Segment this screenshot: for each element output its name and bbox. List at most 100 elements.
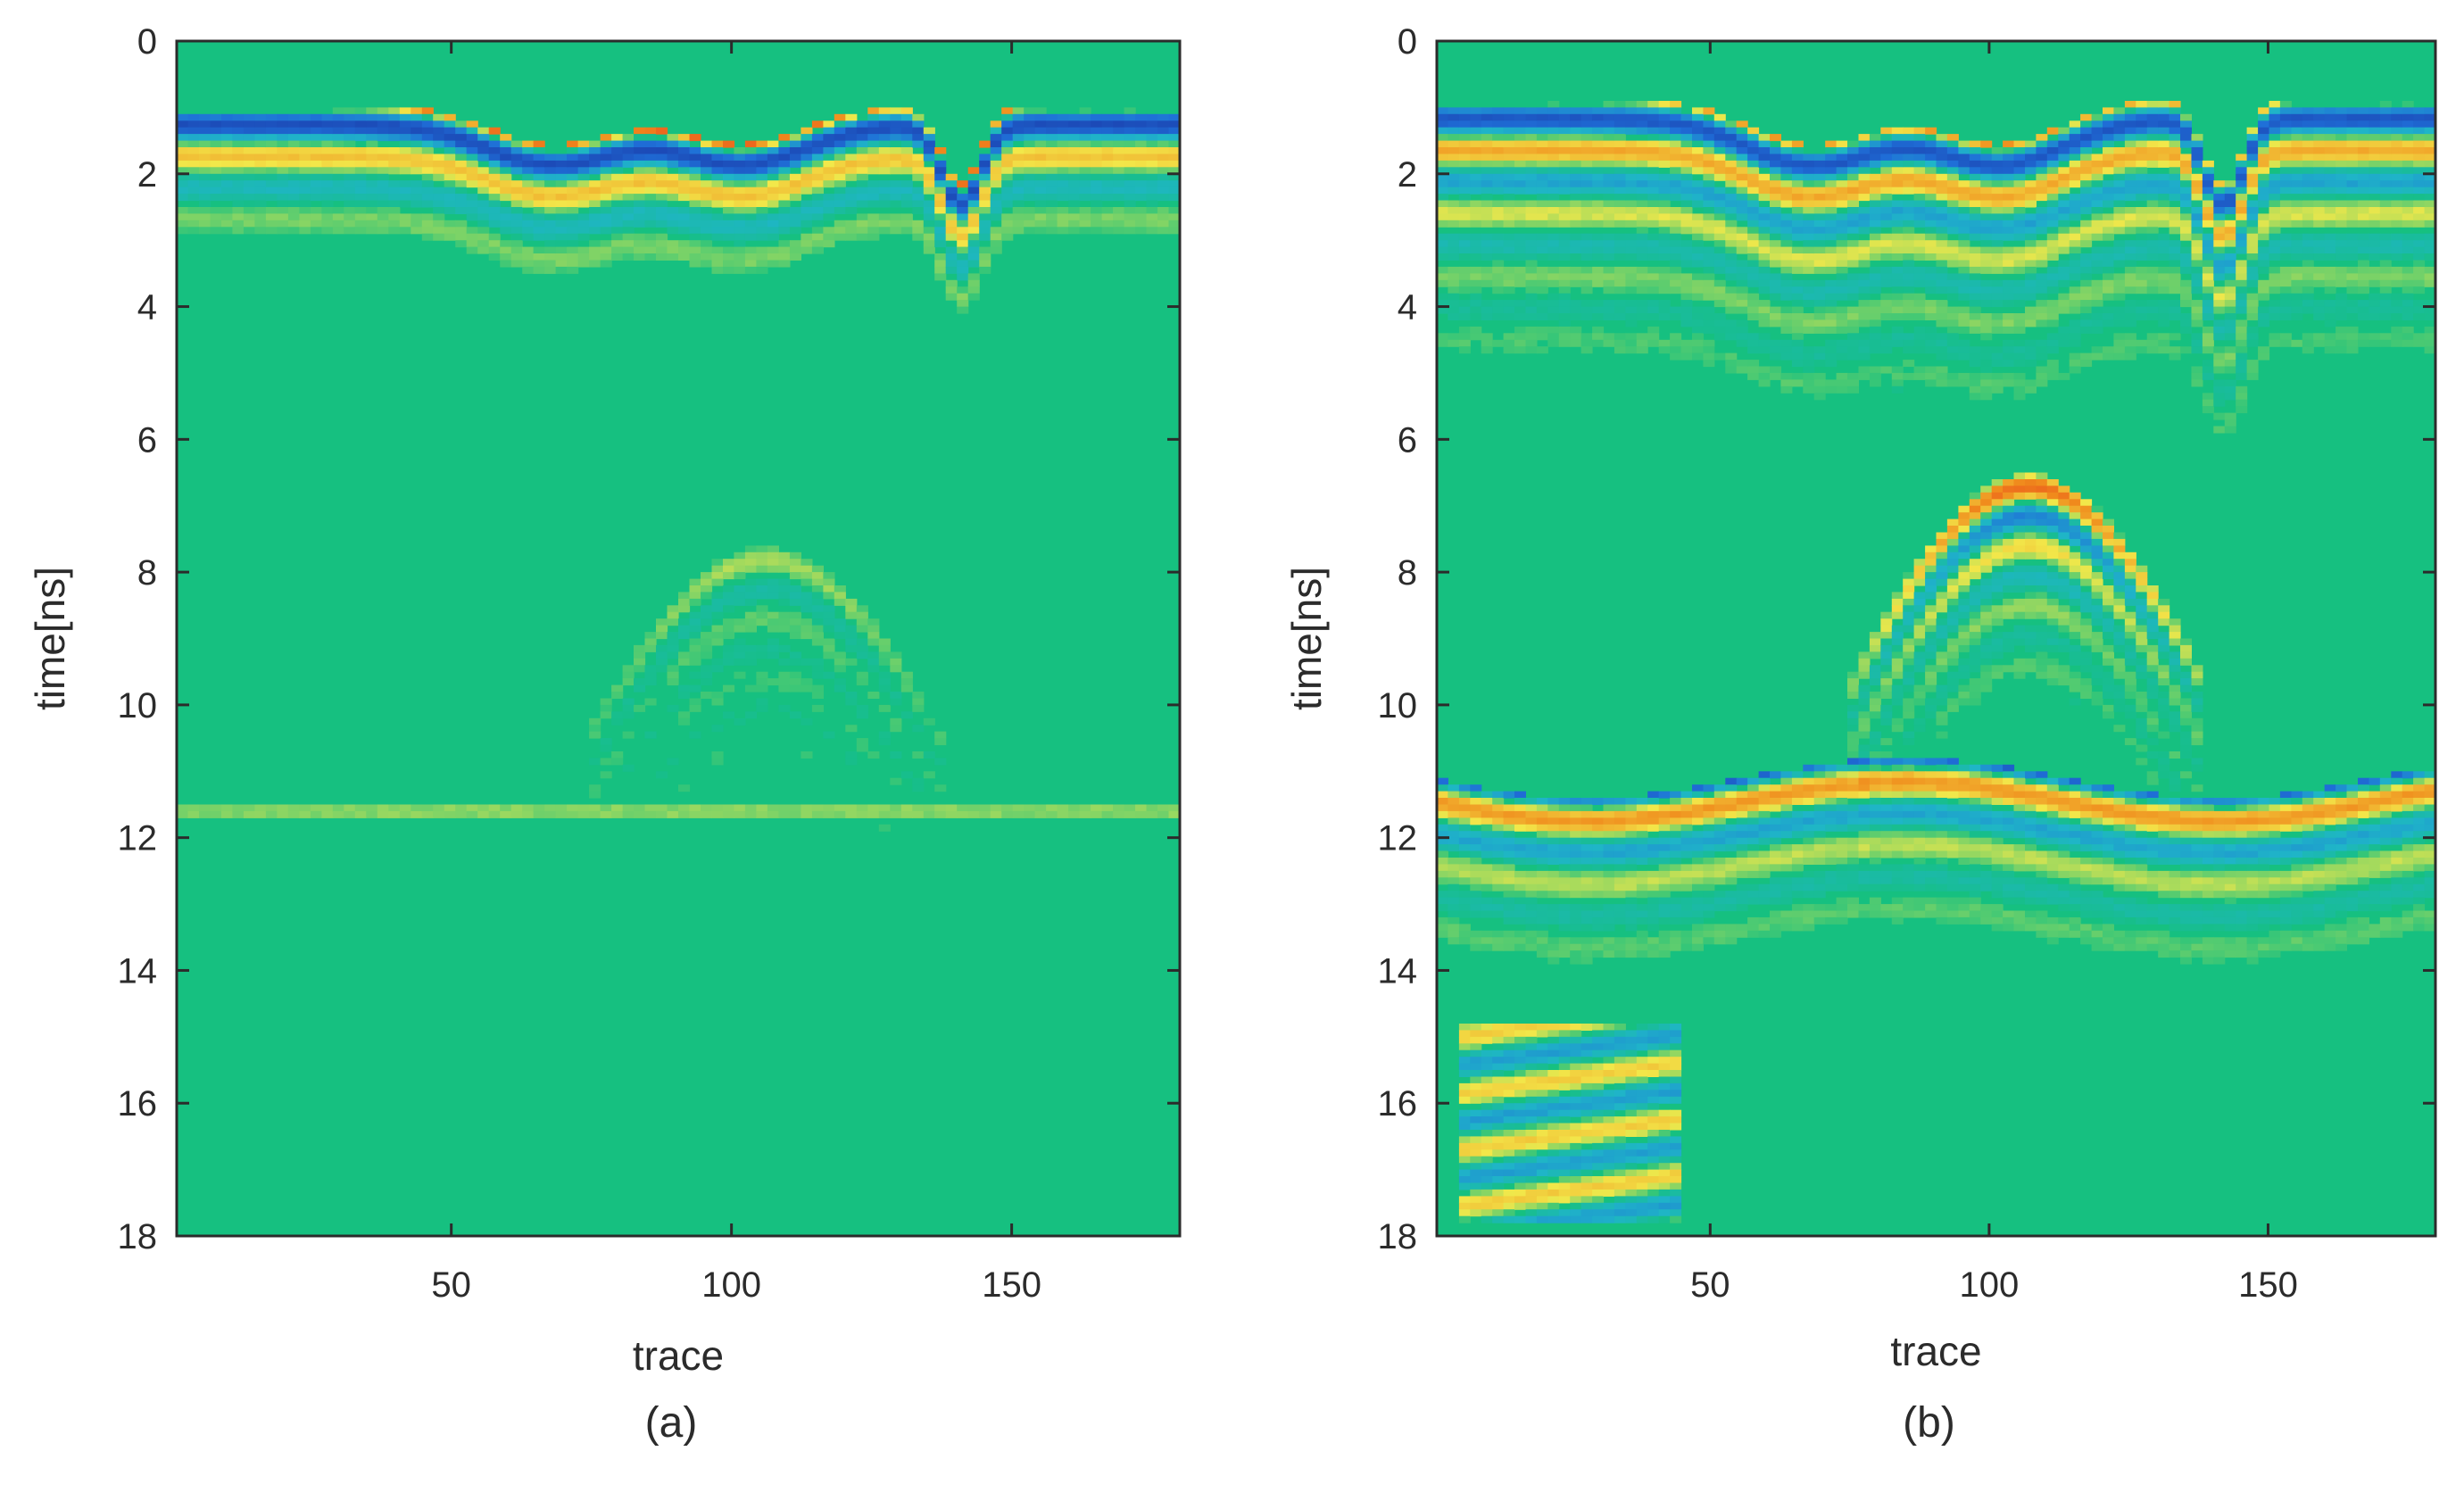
heatmap-cell [1847,213,1859,221]
heatmap-cell [455,127,468,135]
heatmap-cell [1146,153,1158,162]
heatmap-cell [1680,260,1693,268]
heatmap-cell [756,618,768,626]
heatmap-cell [644,246,657,254]
heatmap-cell [1024,107,1036,115]
heatmap-cell [1636,1057,1648,1065]
heatmap-cell [600,207,612,214]
heatmap-cell [1670,180,1682,188]
heatmap-cell [265,207,278,214]
heatmap-cell [1869,233,1881,241]
heatmap-cell [656,220,668,228]
heatmap-cell [1692,253,1704,261]
heatmap-cell [1747,346,1760,354]
heatmap-cell [823,240,835,248]
heatmap-cell [834,194,846,202]
heatmap-cell [1713,173,1726,181]
heatmap-cell [199,207,212,214]
heatmap-cell [1747,870,1760,878]
heatmap-cell [1592,213,1605,221]
heatmap-cell [1458,1036,1471,1044]
heatmap-cell [1647,837,1660,845]
heatmap-cell [1713,120,1726,129]
heatmap-cell [689,227,701,235]
heatmap-cell [1580,877,1593,885]
heatmap-cell [1636,153,1648,162]
heatmap-cell [1869,850,1881,858]
heatmap-cell [1547,153,1560,162]
heatmap-cell [1658,101,1671,108]
heatmap-cell [990,207,1002,214]
heatmap-cell [1625,1063,1638,1071]
heatmap-cell [1525,1196,1538,1204]
heatmap-cell [1836,319,1848,328]
heatmap-cell [1570,313,1582,320]
heatmap-cell [1625,950,1638,958]
heatmap-cell [1670,107,1682,115]
heatmap-cell [711,233,724,241]
heatmap-cell [1825,213,1838,221]
heatmap-cell [1580,1136,1593,1144]
heatmap-cell [1448,824,1460,832]
heatmap-cell [1458,300,1471,308]
heatmap-cell [789,711,801,719]
heatmap-cell [1736,366,1748,374]
heatmap-cell [477,246,490,254]
heatmap-cell [232,213,245,221]
heatmap-cell [1614,1116,1626,1124]
heatmap-cell [1091,153,1103,162]
heatmap-cell [1503,1169,1515,1177]
heatmap-cell [1458,200,1471,208]
heatmap-cell [756,140,768,148]
heatmap-cell [1091,227,1103,235]
heatmap-cell [767,804,779,812]
heatmap-cell [1124,107,1136,115]
heatmap-cell [533,173,545,181]
heatmap-cell [1503,213,1515,221]
heatmap-cell [600,220,612,228]
heatmap-cell [277,127,289,135]
heatmap-cell [466,194,478,202]
heatmap-cell [945,246,958,254]
heatmap-cell [656,804,668,812]
heatmap-cell [187,220,200,228]
heatmap-cell [1437,924,1448,932]
heatmap-cell [1836,227,1848,235]
heatmap-cell [734,233,746,241]
heatmap-cell [1713,891,1726,899]
heatmap-cell [1470,306,1482,314]
heatmap-cell [1603,240,1615,248]
heatmap-cell [265,220,278,228]
heatmap-cell [388,220,401,228]
heatmap-cell [1869,824,1881,832]
heatmap-cell [1625,1043,1638,1051]
heatmap-cell [1770,824,1781,832]
heatmap-cell [1124,167,1136,175]
heatmap-cell [232,173,245,181]
heatmap-cell [1437,120,1448,129]
heatmap-cell [644,173,657,181]
heatmap-cell [510,147,523,154]
heatmap-cell [1813,153,1826,162]
heatmap-cell [488,207,501,214]
heatmap-cell [1547,1209,1560,1217]
heatmap-cell [1470,791,1482,799]
heatmap-cell [1614,1063,1626,1071]
heatmap-cell [1503,844,1515,852]
heatmap-cell [1813,858,1826,865]
heatmap-cell [823,810,835,818]
heatmap-cell [1603,279,1615,287]
heatmap-cell [522,213,535,221]
heatmap-cell [1492,1209,1505,1217]
heatmap-cell [1614,140,1626,148]
heatmap-cell [1570,107,1582,115]
heatmap-cell [1847,678,1859,686]
heatmap-cell [1536,1116,1548,1124]
heatmap-cell [1580,187,1593,195]
heatmap-cell [1514,246,1526,254]
heatmap-cell [1825,386,1838,394]
heatmap-cell [1692,784,1704,792]
heatmap-cell [1747,844,1760,852]
heatmap-cell [711,758,724,766]
heatmap-cell [1481,1182,1493,1190]
